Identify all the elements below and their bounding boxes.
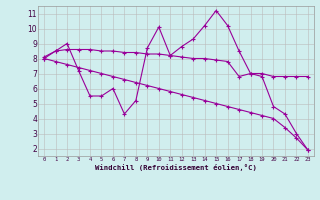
X-axis label: Windchill (Refroidissement éolien,°C): Windchill (Refroidissement éolien,°C) <box>95 164 257 171</box>
